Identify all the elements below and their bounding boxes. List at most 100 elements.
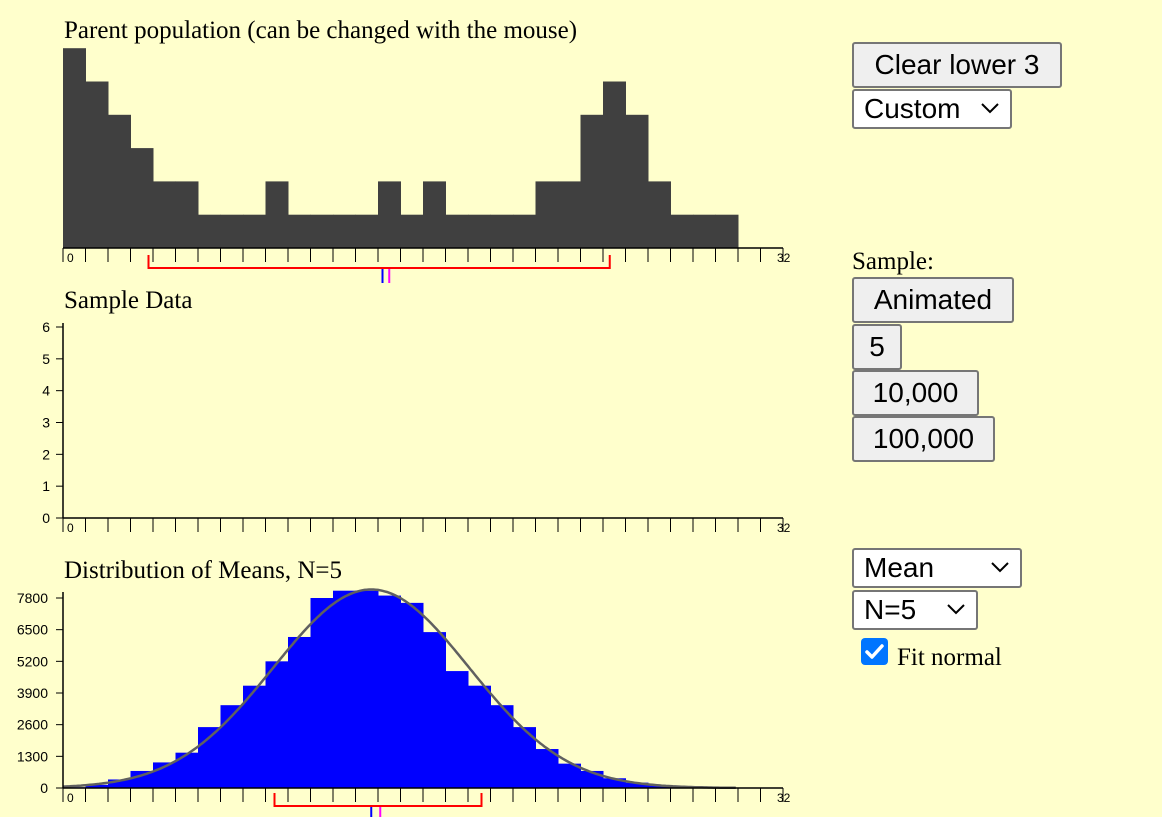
mean-bar — [513, 727, 536, 788]
y-tick-label: 2600 — [17, 717, 48, 733]
x-tick-label-min: 0 — [67, 251, 74, 265]
sample-label: Sample: — [852, 248, 934, 275]
mean-bar — [108, 779, 131, 788]
sample-data-chart: 0 1 2 3 4 5 6 0 32 — [42, 319, 790, 535]
population-bar — [490, 214, 514, 248]
y-tick-label: 6 — [42, 319, 50, 335]
graphs-area: 0 32 0 1 2 3 4 5 6 0 32 0 1300 2600 3900 5200 6500 7800… — [17, 48, 791, 817]
y-tick-label: 4 — [42, 383, 50, 399]
fit-normal-label: Fit normal — [897, 644, 1002, 671]
mean-bar — [265, 661, 289, 788]
mean-bar — [378, 595, 401, 788]
population-bar — [513, 214, 536, 248]
x-tick-label-max: 32 — [777, 791, 791, 805]
population-bar — [423, 181, 446, 248]
population-bar — [130, 148, 154, 248]
parent-population-title: Parent population (can be changed with t… — [64, 17, 578, 44]
y-tick-label: 1300 — [17, 748, 48, 764]
parent-population-chart[interactable]: 0 32 — [62, 48, 791, 283]
x-tick-label-max: 32 — [777, 521, 791, 535]
population-bar — [625, 114, 649, 248]
sample-data-title: Sample Data — [64, 287, 193, 314]
y-tick-label: 0 — [40, 780, 48, 796]
population-bar — [693, 214, 716, 248]
population-bar — [310, 214, 334, 248]
mean-bar — [355, 590, 379, 788]
y-tick-label: 5200 — [17, 653, 48, 669]
population-bar — [535, 181, 559, 248]
mean-bar — [558, 763, 581, 788]
distribution-of-means-chart: 0 1300 2600 3900 5200 6500 7800 0 32 — [17, 588, 791, 817]
statistic-select-value: Mean — [864, 552, 935, 583]
y-tick-label: 7800 — [17, 590, 48, 606]
animated-button[interactable]: Animated — [852, 277, 1014, 323]
sample-10000-button[interactable]: 10,000 — [852, 370, 979, 416]
mean-bar — [310, 598, 334, 788]
chevron-down-icon — [981, 103, 999, 114]
fit-normal-curve — [62, 588, 736, 790]
mean-bar — [535, 749, 559, 788]
population-bar — [445, 214, 469, 248]
population-bar — [220, 214, 244, 248]
population-bar — [670, 214, 694, 248]
y-tick-label: 2 — [42, 446, 50, 462]
mean-bar — [468, 685, 491, 788]
checkmark-icon — [865, 644, 884, 659]
y-tick-label: 6500 — [17, 622, 48, 638]
sample-100000-button[interactable]: 100,000 — [852, 416, 995, 462]
n-select-value: N=5 — [864, 594, 917, 625]
distribution-select[interactable]: Custom — [852, 89, 1012, 129]
y-tick-label: 3900 — [17, 685, 48, 701]
mean-bar — [220, 705, 244, 788]
y-tick-label: 0 — [42, 510, 50, 526]
n-select[interactable]: N=5 — [852, 590, 978, 630]
population-bar — [355, 214, 379, 248]
mean-bar — [423, 632, 446, 788]
population-bar — [198, 214, 221, 248]
population-bar — [468, 214, 491, 248]
y-tick-label: 3 — [42, 415, 50, 431]
x-tick-label-min: 0 — [67, 521, 74, 535]
population-bar — [648, 181, 671, 248]
chevron-down-icon — [947, 604, 965, 615]
mean-bar — [288, 636, 311, 788]
population-bar — [400, 214, 424, 248]
population-bar — [265, 181, 289, 248]
population-bar — [153, 181, 176, 248]
population-bar — [63, 48, 86, 249]
mean-bar — [625, 782, 649, 788]
y-tick-label: 1 — [42, 478, 50, 494]
y-tick-label: 5 — [42, 351, 50, 367]
population-bar — [715, 214, 739, 248]
population-bar — [378, 181, 401, 248]
mean-bar — [175, 752, 199, 788]
mean-bar — [400, 602, 424, 788]
statistic-select[interactable]: Mean — [852, 548, 1022, 588]
population-bar — [333, 214, 356, 248]
mean-bar — [603, 778, 626, 788]
x-tick-label-max: 32 — [777, 251, 791, 265]
mean-bar — [490, 705, 514, 788]
sample-5-button[interactable]: 5 — [852, 324, 902, 370]
population-bar — [108, 114, 131, 248]
chevron-down-icon — [991, 562, 1009, 573]
fit-normal-checkbox[interactable] — [861, 638, 888, 665]
mean-bar — [130, 770, 154, 788]
mean-bar — [445, 671, 469, 788]
population-bar — [603, 81, 626, 248]
sd-bracket — [273, 793, 483, 807]
population-bar — [85, 81, 109, 248]
mean-bar — [333, 590, 356, 788]
mean-bar — [243, 685, 266, 788]
population-bar — [175, 181, 199, 248]
sd-bracket — [147, 255, 611, 269]
population-bar — [243, 214, 266, 248]
population-bar — [580, 114, 604, 248]
clear-lower-3-button[interactable]: Clear lower 3 — [852, 42, 1062, 88]
distribution-select-value: Custom — [864, 93, 961, 124]
distribution-of-means-title: Distribution of Means, N=5 — [64, 557, 342, 584]
population-bar — [288, 214, 311, 248]
x-tick-label-min: 0 — [67, 791, 74, 805]
mean-bar — [85, 784, 109, 788]
population-bar — [558, 181, 581, 248]
